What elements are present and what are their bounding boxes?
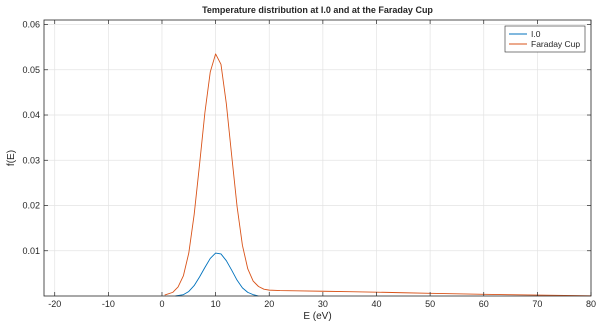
y-tick-label: 0.01	[22, 246, 40, 256]
x-tick-label: 30	[318, 299, 328, 309]
series-layer	[164, 53, 592, 297]
series-line-faraday-cup	[164, 53, 592, 297]
x-axis-label: E (eV)	[303, 311, 331, 322]
x-tick-label: 60	[479, 299, 489, 309]
y-axis-label: f(E)	[6, 150, 17, 166]
x-tick-label: -10	[102, 299, 115, 309]
x-tick-label: 50	[425, 299, 435, 309]
y-tick-label: 0.03	[22, 155, 40, 165]
y-tick-label: 0.05	[22, 65, 40, 75]
legend-entry: Faraday Cup	[531, 39, 580, 49]
legend-entry: I.0	[531, 29, 541, 39]
y-tick-label: 0.06	[22, 20, 40, 30]
x-tick-label: 70	[532, 299, 542, 309]
series-line-i-0	[175, 252, 259, 297]
x-tick-label: 40	[371, 299, 381, 309]
x-tick-label: 10	[211, 299, 221, 309]
ticks: -20 -10 0 10 20 30 40 50 60 70 80 0.01 0.02 0.03 0.04 0…	[22, 20, 596, 309]
plot-area	[44, 20, 591, 296]
y-tick-label: 0.02	[22, 201, 40, 211]
axes-frame	[43, 19, 592, 297]
chart-title: Temperature distribution at I.0 and at t…	[202, 5, 433, 15]
x-tick-label: -20	[48, 299, 61, 309]
y-tick-label: 0.04	[22, 110, 40, 120]
x-tick-label: 0	[159, 299, 164, 309]
x-tick-label: 80	[586, 299, 596, 309]
legend-box	[504, 25, 586, 53]
x-tick-label: 20	[264, 299, 274, 309]
